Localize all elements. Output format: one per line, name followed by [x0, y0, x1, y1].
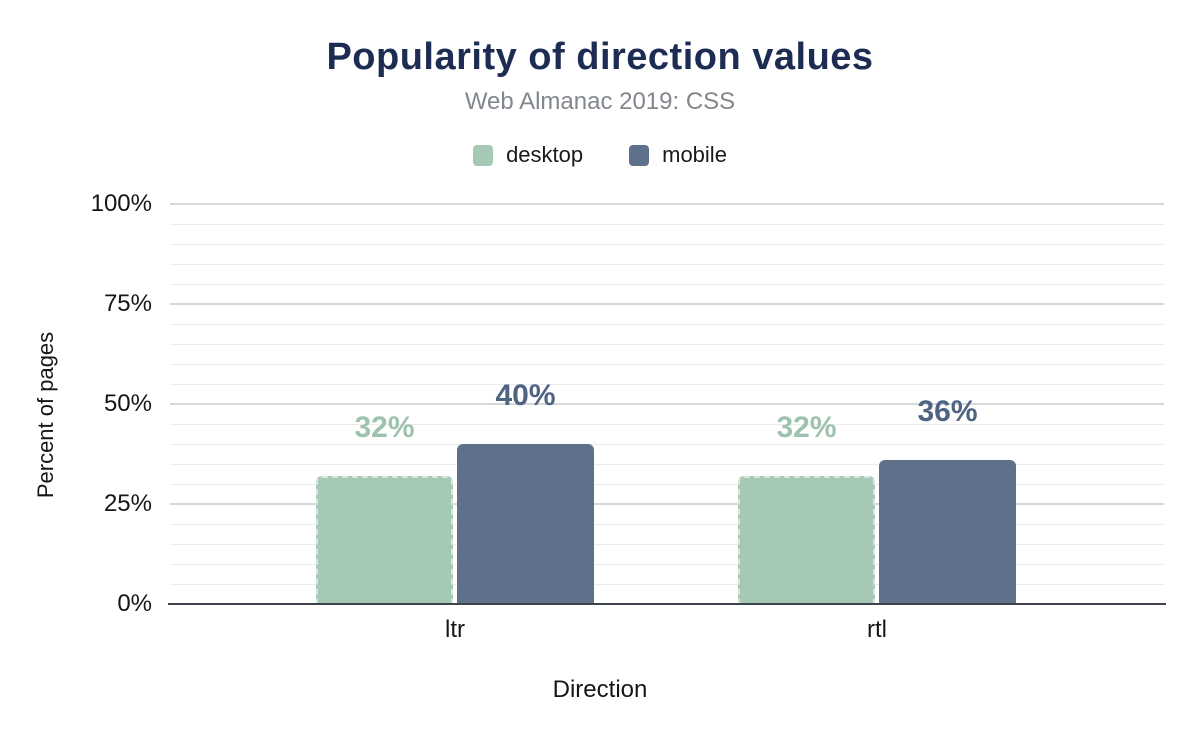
bar-desktop-ltr[interactable]	[316, 476, 453, 604]
minor-gridline-35	[170, 464, 1164, 465]
y-tick-label-100: 100%	[90, 190, 152, 217]
minor-gridline-30	[170, 484, 1164, 485]
minor-gridline-60	[170, 364, 1164, 365]
minor-gridline-70	[170, 324, 1164, 325]
y-tick-label-75: 75%	[103, 290, 152, 317]
chart-subtitle: Web Almanac 2019: CSS	[464, 88, 736, 115]
major-gridline-25	[170, 503, 1164, 505]
bar-mobile-rtl[interactable]	[879, 460, 1016, 604]
legend-swatch-desktop-icon	[473, 144, 494, 166]
minor-gridline-10	[170, 564, 1164, 565]
minor-gridline-5	[170, 584, 1164, 585]
minor-gridline-95	[170, 224, 1164, 225]
x-axis-title: Direction	[552, 676, 648, 703]
legend: desktop mobile	[0, 142, 1200, 168]
y-tick-label-50: 50%	[103, 390, 152, 417]
legend-label-desktop: desktop	[506, 142, 584, 167]
minor-gridline-65	[170, 344, 1164, 345]
bar-desktop-rtl[interactable]	[738, 476, 875, 604]
bar-mobile-ltr[interactable]	[457, 444, 594, 604]
minor-gridline-15	[170, 544, 1164, 545]
minor-gridline-90	[170, 244, 1164, 245]
bar-value-label-mobile-rtl: 36%	[917, 395, 978, 428]
legend-label-mobile: mobile	[662, 142, 727, 167]
major-gridline-75	[170, 303, 1164, 305]
minor-gridline-45	[170, 424, 1164, 425]
x-tick-label-rtl: rtl	[867, 616, 887, 643]
legend-item-desktop[interactable]: desktop	[473, 142, 583, 168]
minor-gridline-40	[170, 444, 1164, 445]
x-axis-baseline	[168, 603, 1166, 605]
x-tick-label-ltr: ltr	[445, 616, 465, 643]
major-gridline-100	[170, 203, 1164, 205]
bar-value-label-mobile-ltr: 40%	[495, 379, 556, 412]
legend-item-mobile[interactable]: mobile	[629, 142, 727, 168]
bar-value-label-desktop-rtl: 32%	[776, 411, 837, 444]
minor-gridline-20	[170, 524, 1164, 525]
y-tick-label-25: 25%	[103, 490, 152, 517]
y-axis-title: Percent of pages	[33, 331, 58, 499]
bar-value-label-desktop-ltr: 32%	[354, 411, 415, 444]
chart-title: Popularity of direction values	[326, 36, 874, 78]
legend-swatch-mobile-icon	[629, 144, 650, 166]
y-tick-label-0: 0%	[117, 590, 152, 617]
minor-gridline-85	[170, 264, 1164, 265]
plot-area: 0% 25% 50% 75% 100% 32% 40% ltr 32% 36% rtl	[91, 191, 1166, 643]
major-gridline-50	[170, 403, 1164, 405]
minor-gridline-55	[170, 384, 1164, 385]
minor-gridline-80	[170, 284, 1164, 285]
